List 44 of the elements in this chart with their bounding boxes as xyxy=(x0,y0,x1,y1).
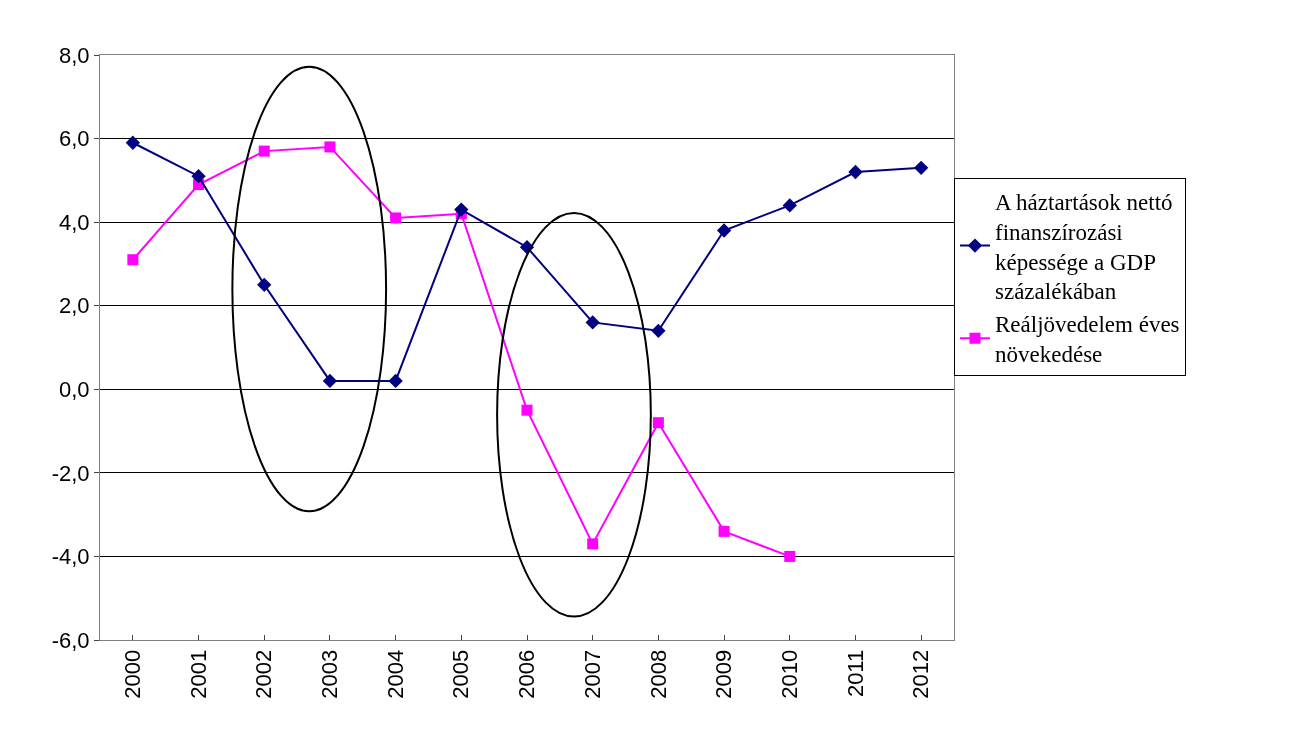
y-tick-label: -6,0 xyxy=(51,627,90,653)
point xyxy=(388,373,403,389)
x-tick-label: 2007 xyxy=(579,649,605,699)
y-tick-label: 0,0 xyxy=(59,376,90,402)
x-tick-label: 2008 xyxy=(645,649,671,699)
x-tick-label: 2005 xyxy=(448,649,474,699)
x-tick-label: 2006 xyxy=(514,649,540,699)
x-tick-label: 2004 xyxy=(382,649,408,699)
point xyxy=(454,202,469,217)
y-tick-label: 8,0 xyxy=(59,42,90,68)
y-tick-label: 6,0 xyxy=(59,126,90,152)
point xyxy=(125,135,140,150)
point xyxy=(587,538,599,550)
x-tick-label: 2003 xyxy=(317,649,343,699)
legend-label: Reáljövedelem éves növekedése xyxy=(995,312,1180,368)
point xyxy=(651,323,666,338)
x-tick-label: 2012 xyxy=(908,649,934,699)
point xyxy=(191,169,206,184)
point xyxy=(716,223,732,238)
point xyxy=(127,254,139,266)
x-tick-label: 2000 xyxy=(120,649,145,699)
point xyxy=(652,417,664,429)
point xyxy=(718,525,730,537)
y-tick-label: 4,0 xyxy=(59,209,90,235)
x-tick-label: 2002 xyxy=(251,649,277,699)
x-tick-label: 2009 xyxy=(711,649,737,699)
y-tick-label: 2,0 xyxy=(59,293,90,319)
x-tick-label: 2001 xyxy=(185,649,211,699)
x-tick-label: 2011 xyxy=(842,649,868,698)
point xyxy=(322,373,338,389)
x-tick-label: 2010 xyxy=(776,649,802,699)
legend-label: A háztartások nettó finanszírozási képessége a GDP százalékában xyxy=(995,189,1173,305)
point xyxy=(782,198,797,213)
point xyxy=(521,404,533,416)
point xyxy=(784,550,796,562)
point xyxy=(257,277,272,292)
y-tick-label: -2,0 xyxy=(51,460,90,486)
point xyxy=(585,315,600,330)
point xyxy=(324,141,336,153)
point xyxy=(914,160,929,175)
point xyxy=(390,212,402,224)
point xyxy=(258,145,270,157)
y-tick-label: -4,0 xyxy=(51,544,90,570)
point xyxy=(848,164,863,180)
